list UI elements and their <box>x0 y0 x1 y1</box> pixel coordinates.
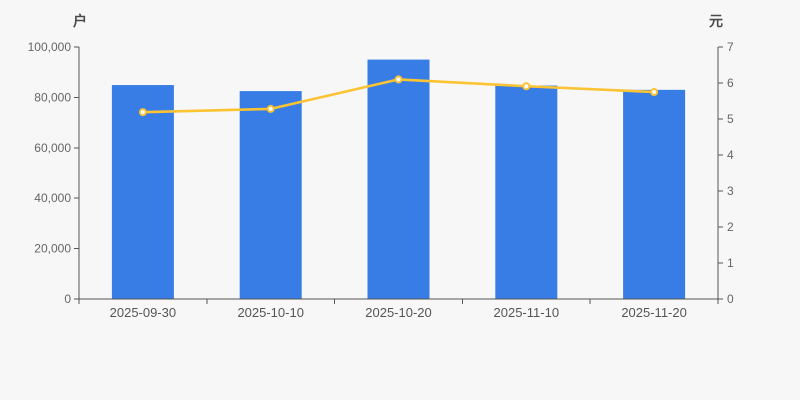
svg-text:2025-09-30: 2025-09-30 <box>110 305 177 320</box>
svg-text:6: 6 <box>727 76 734 90</box>
svg-text:100,000: 100,000 <box>28 40 72 54</box>
svg-text:20,000: 20,000 <box>34 242 71 256</box>
svg-text:4: 4 <box>727 148 734 162</box>
bar <box>111 85 174 299</box>
svg-text:0: 0 <box>727 292 734 306</box>
line-point <box>394 75 403 84</box>
line-point <box>138 108 147 117</box>
line-point <box>266 104 275 113</box>
svg-text:2025-11-10: 2025-11-10 <box>494 305 560 320</box>
svg-text:3: 3 <box>727 184 734 198</box>
bar <box>623 89 686 299</box>
svg-text:7: 7 <box>727 40 734 54</box>
svg-text:2025-10-10: 2025-10-10 <box>237 305 304 320</box>
line-point <box>650 88 659 96</box>
svg-text:0: 0 <box>64 292 71 306</box>
left-axis-title: 户 <box>73 13 87 29</box>
bar <box>239 91 302 299</box>
bar <box>495 85 558 299</box>
svg-text:5: 5 <box>727 112 734 126</box>
svg-text:2: 2 <box>727 220 734 234</box>
svg-text:60,000: 60,000 <box>34 141 71 155</box>
svg-text:2025-10-20: 2025-10-20 <box>365 305 432 320</box>
svg-text:2025-11-20: 2025-11-20 <box>621 305 687 320</box>
svg-text:80,000: 80,000 <box>34 90 71 104</box>
svg-text:40,000: 40,000 <box>34 191 71 205</box>
line-point <box>522 82 531 91</box>
right-axis-title: 元 <box>709 13 723 29</box>
bar <box>367 59 430 299</box>
svg-text:1: 1 <box>727 256 734 270</box>
